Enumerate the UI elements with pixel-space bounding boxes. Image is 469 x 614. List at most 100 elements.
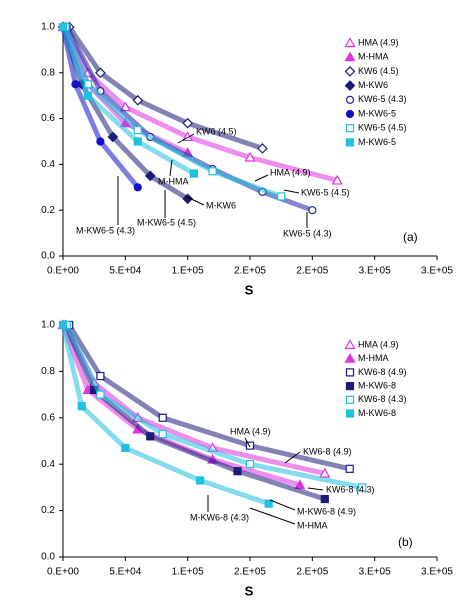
x-tick-label: 3.E+05 [421, 567, 453, 578]
marker [133, 125, 142, 135]
panel-label: (a) [403, 230, 418, 244]
annotation: M-HMA [158, 176, 189, 186]
marker [345, 95, 355, 104]
x-tick-label: 5.E+04 [109, 266, 141, 277]
x-tick-label: 1.E+05 [172, 266, 204, 277]
marker [345, 368, 355, 377]
panel-label: (b) [398, 535, 413, 549]
annotation-arrow [269, 499, 296, 511]
y-tick-label: 0.6 [41, 113, 55, 124]
legend-label: KW6-5 (4.3) [358, 94, 407, 104]
y-tick-label: 0.4 [41, 459, 55, 470]
y-tick-label: 0.2 [41, 205, 55, 216]
marker [345, 109, 355, 119]
marker [233, 467, 242, 476]
marker [158, 413, 167, 422]
x-tick-label: 2.E+05 [234, 567, 266, 578]
annotation: M-KW6 [206, 200, 236, 210]
marker [345, 409, 355, 418]
y-tick-label: 0.8 [41, 67, 55, 78]
legend-label: M-KW6-5 [358, 137, 396, 147]
annotation-arrow [307, 487, 324, 491]
marker [96, 137, 105, 146]
x-tick-label: 2.E+05 [296, 567, 328, 578]
y-tick-label: 0.0 [41, 251, 55, 262]
marker [83, 91, 93, 100]
marker [58, 320, 68, 330]
marker [132, 94, 144, 106]
marker [96, 371, 105, 381]
legend-label: KW6-5 (4.5) [358, 123, 407, 133]
marker [344, 51, 356, 62]
legend-label: KW6 (4.5) [358, 66, 399, 76]
x-tick-label: 2.E+05 [296, 266, 328, 277]
legend-label: HMA (4.9) [358, 339, 399, 349]
marker [71, 80, 80, 89]
legend-label: M-KW6 [358, 80, 388, 90]
annotation: KW6-8 (4.3) [326, 484, 375, 494]
marker [245, 460, 255, 469]
marker [196, 476, 205, 485]
annotation: KW6-5 (4.5) [301, 187, 350, 197]
y-tick-label: 1.0 [41, 320, 55, 331]
annotation: HMA (4.9) [270, 167, 311, 177]
marker [96, 390, 105, 399]
x-tick-label: 3.E+05 [359, 567, 391, 578]
marker [320, 494, 329, 504]
marker [144, 170, 156, 182]
marker [133, 183, 142, 192]
legend-label: KW6-8 (4.3) [358, 394, 407, 404]
marker [344, 80, 356, 91]
legend-label: KW6-8 (4.9) [358, 367, 407, 377]
marker [182, 117, 194, 129]
x-tick-label: 0.E+00 [47, 266, 79, 277]
x-tick-label: 0.E+00 [47, 567, 79, 578]
marker [77, 402, 86, 411]
legend-label: M-KW6-8 [358, 380, 396, 390]
series-line [60, 26, 140, 189]
annotation-arrow [254, 174, 269, 182]
legend-label: HMA (4.9) [358, 37, 399, 47]
x-axis-label: S [245, 583, 254, 598]
y-tick-label: 0.0 [41, 552, 55, 563]
marker [245, 441, 255, 450]
marker [345, 138, 355, 147]
marker [189, 169, 198, 178]
marker [264, 499, 273, 508]
marker [244, 151, 256, 162]
legend-label: M-KW6-5 [358, 108, 396, 118]
y-tick-label: 0.4 [41, 159, 55, 170]
marker [58, 22, 68, 32]
annotation-arrow [284, 451, 301, 464]
y-tick-label: 0.6 [41, 412, 55, 423]
annotation: HMA (4.9) [230, 426, 271, 436]
annotation-arrow [283, 189, 300, 194]
marker [308, 206, 317, 215]
marker [146, 432, 155, 441]
annotation-arrow [244, 437, 251, 448]
legend-label: M-KW6-8 [358, 408, 396, 418]
x-tick-label: 2.E+05 [234, 266, 266, 277]
marker [344, 352, 356, 363]
marker [331, 174, 343, 185]
marker [345, 382, 355, 391]
x-tick-label: 3.E+05 [421, 266, 453, 277]
y-tick-label: 0.2 [41, 505, 55, 516]
marker [344, 339, 356, 350]
marker [208, 167, 217, 176]
annotation-arrow [184, 195, 205, 206]
x-tick-label: 3.E+05 [359, 266, 391, 277]
marker [319, 467, 331, 478]
annotation: M-KW6-5 (4.3) [76, 225, 135, 235]
annotation: M-KW6-8 (4.9) [297, 506, 356, 516]
annotation-arrow [169, 159, 173, 177]
marker [345, 464, 354, 473]
x-tick-label: 1.E+05 [172, 567, 204, 578]
marker [107, 131, 119, 143]
marker [344, 66, 356, 77]
x-axis-label: S [245, 282, 254, 297]
legend-label: M-HMA [358, 52, 389, 62]
marker [277, 192, 286, 201]
marker [345, 124, 355, 133]
